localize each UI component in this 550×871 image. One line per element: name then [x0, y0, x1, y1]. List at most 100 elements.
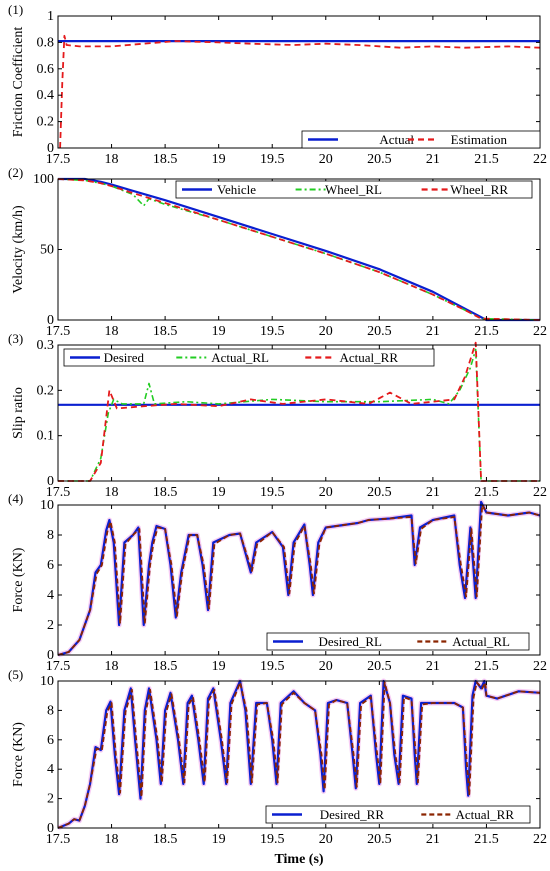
y-tick-label: 0 — [47, 141, 54, 156]
x-tick-label: 22 — [533, 485, 547, 500]
series-shadow — [57, 499, 541, 658]
legend-box — [266, 632, 530, 651]
x-tick-label: 20 — [319, 659, 333, 674]
x-tick-label: 21 — [426, 659, 440, 674]
x-tick-label: 20.5 — [367, 324, 392, 339]
legend-box — [175, 180, 533, 199]
legend: Desired Actual_RL Actual_RR — [63, 348, 435, 367]
panel-1: 17.5 18 18.5 19 19.5 20 20.5 21 21.5 22 0 0.2 0.4 0.6… — [8, 2, 547, 167]
y-tick-label: 1 — [47, 9, 54, 24]
y-tick-label: 2 — [47, 792, 54, 807]
plot-frame — [57, 344, 541, 482]
panel-label: (5) — [8, 667, 23, 682]
x-tick-label: 18.5 — [153, 832, 178, 847]
x-tick-label: 19 — [212, 324, 226, 339]
x-tick-label: 17.5 — [46, 324, 71, 339]
y-tick-label: 0.1 — [37, 429, 55, 444]
panel-5: 17.5 18 18.5 19 19.5 20 20.5 21 21.5 22 0 2 4 6 8 10 (5)… — [8, 667, 547, 867]
x-tick-label: 21.5 — [474, 659, 499, 674]
x-tick-label: 20.5 — [367, 485, 392, 500]
x-tick-label: 19.5 — [260, 324, 285, 339]
legend-box — [265, 805, 531, 824]
legend-entry: Wheel_RL — [325, 182, 382, 197]
series-line-1 — [57, 504, 541, 656]
legend-entry: Desired_RR — [320, 807, 385, 822]
y-axis-label: Slip ratio — [11, 387, 26, 439]
panel-label: (3) — [8, 331, 23, 346]
legend-entry: Actual_RL — [211, 350, 269, 365]
legend: Actual Estimation — [301, 130, 541, 149]
plot-frame — [57, 504, 541, 656]
x-tick-label: 18.5 — [153, 485, 178, 500]
legend-entry: Wheel_RR — [450, 182, 508, 197]
x-tick-label: 20.5 — [367, 152, 392, 167]
y-tick-label: 0 — [47, 648, 54, 663]
series-line-1 — [59, 34, 541, 149]
legend-entry: Actual_RR — [340, 350, 399, 365]
x-tick-label: 21 — [426, 832, 440, 847]
x-tick-label: 19.5 — [260, 659, 285, 674]
x-tick-label: 19 — [212, 832, 226, 847]
series-line-1 — [57, 178, 541, 321]
x-tick-label: 21.5 — [474, 832, 499, 847]
plot-frame — [57, 15, 541, 149]
x-tick-label: 20 — [319, 324, 333, 339]
y-tick-label: 50 — [40, 243, 54, 258]
y-tick-label: 4 — [47, 762, 54, 777]
panel-3: 17.5 18 18.5 19 19.5 20 20.5 21 21.5 22 0 0.1 0.2 0.3… — [8, 331, 547, 500]
y-tick-label: 0 — [47, 474, 54, 489]
x-tick-label: 18 — [105, 152, 119, 167]
series-line-2 — [57, 178, 541, 321]
x-tick-label: 21 — [426, 485, 440, 500]
y-tick-label: 0.2 — [37, 383, 55, 398]
x-tick-label: 20.5 — [367, 832, 392, 847]
y-axis-label: Force (KN) — [11, 547, 26, 612]
y-tick-label: 10 — [40, 674, 54, 689]
x-tick-label: 19 — [212, 152, 226, 167]
series-line-2 — [58, 341, 540, 482]
x-tick-label: 17.5 — [46, 659, 71, 674]
panel-label: (4) — [8, 491, 23, 506]
panel-label: (2) — [8, 165, 23, 180]
x-tick-label: 17.5 — [46, 485, 71, 500]
x-tick-label: 19.5 — [260, 832, 285, 847]
x-tick-label: 19 — [212, 485, 226, 500]
y-tick-label: 6 — [47, 733, 54, 748]
y-axis-label: Force (KN) — [11, 722, 26, 787]
x-tick-label: 18 — [105, 659, 119, 674]
series-line-0 — [58, 177, 540, 322]
y-tick-label: 4 — [47, 588, 54, 603]
legend: Desired_RL Actual_RL — [266, 632, 530, 651]
panel-label: (1) — [8, 2, 23, 17]
y-tick-label: 0.6 — [37, 62, 55, 77]
panel-2: 17.5 18 18.5 19 19.5 20 20.5 21 21.5 22 0 50 100 (2) V… — [8, 165, 547, 339]
y-tick-label: 0 — [47, 313, 54, 328]
x-tick-label: 18 — [105, 324, 119, 339]
y-tick-label: 2 — [47, 618, 54, 633]
x-tick-label: 20 — [319, 832, 333, 847]
x-tick-label: 19 — [212, 659, 226, 674]
x-tick-label: 18 — [105, 832, 119, 847]
y-tick-label: 10 — [40, 498, 54, 513]
y-tick-label: 100 — [33, 172, 54, 187]
x-tick-label: 22 — [533, 324, 547, 339]
x-tick-label: 20.5 — [367, 659, 392, 674]
legend-box — [63, 348, 435, 367]
y-tick-label: 0.2 — [37, 115, 55, 130]
y-tick-label: 8 — [47, 703, 54, 718]
legend-entry: Estimation — [451, 132, 508, 147]
plot-frame — [57, 178, 541, 321]
y-tick-label: 6 — [47, 558, 54, 573]
x-tick-label: 18.5 — [153, 152, 178, 167]
legend-entry: Actual — [379, 132, 414, 147]
series-line-1 — [58, 348, 540, 482]
x-tick-label: 21 — [426, 152, 440, 167]
y-tick-label: 0.3 — [37, 338, 55, 353]
plot-frame — [57, 680, 541, 829]
y-tick-label: 0.8 — [37, 35, 55, 50]
x-tick-label: 22 — [533, 659, 547, 674]
x-tick-label: 19.5 — [260, 152, 285, 167]
x-tick-label: 18.5 — [153, 659, 178, 674]
legend-entry: Desired_RL — [318, 634, 382, 649]
